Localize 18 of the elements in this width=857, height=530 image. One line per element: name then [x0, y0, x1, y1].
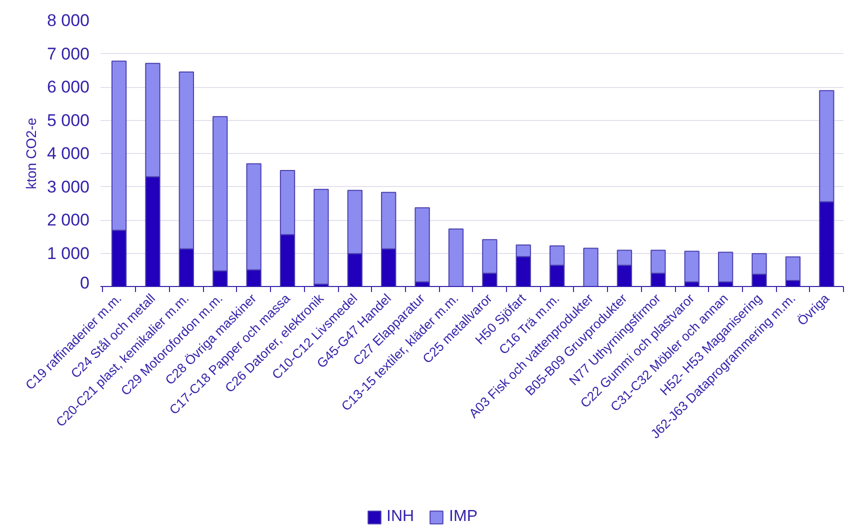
bar [684, 250, 700, 282]
bar [718, 252, 734, 282]
y-tick-label: 1 000 [46, 244, 90, 263]
bar [448, 228, 464, 286]
legend-label: INH [386, 508, 414, 526]
bar [583, 248, 598, 286]
y-tick-label: 0 [80, 274, 90, 292]
bar [314, 188, 329, 285]
legend-label: IMP [449, 508, 478, 526]
y-tick-label: 8 000 [46, 11, 90, 30]
y-tick-label: 3 000 [46, 177, 90, 196]
y-tick-label: 6 000 [46, 78, 90, 96]
y-tick-label: 7 000 [46, 44, 90, 64]
y-tick-label: 4 000 [46, 144, 90, 163]
y-tick-label: 5 000 [46, 110, 90, 130]
bar [414, 207, 430, 282]
y-tick-label: 2 000 [46, 210, 90, 230]
y-axis-title: kton CO2-e [22, 117, 39, 190]
